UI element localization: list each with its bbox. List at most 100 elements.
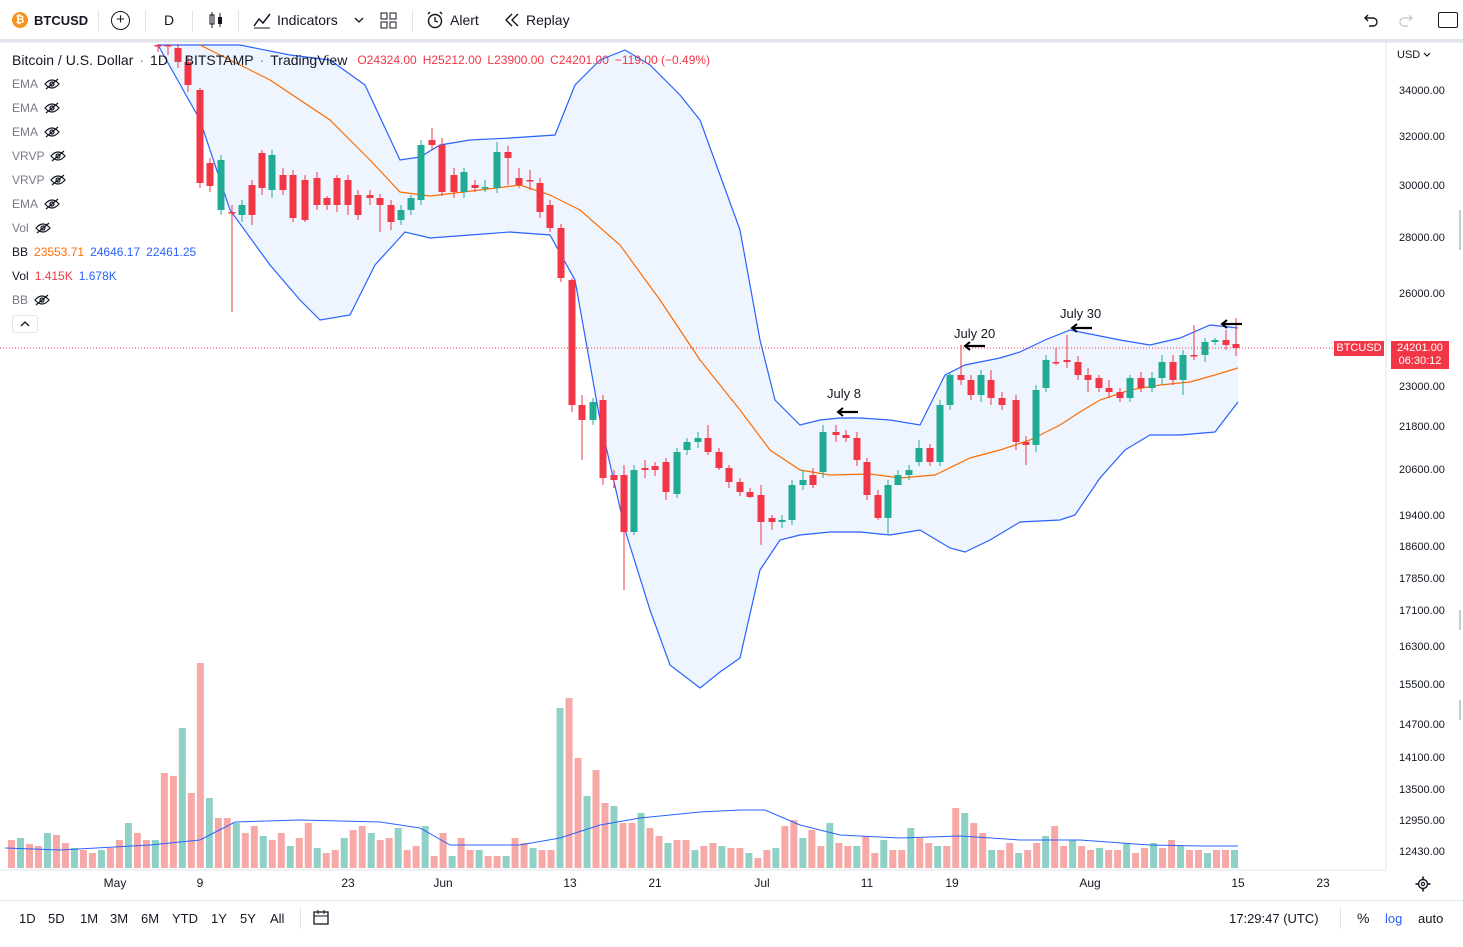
annotation-july-30[interactable]: July 30 [1060, 306, 1102, 321]
legend-high: H25212.00 [422, 53, 482, 67]
legend-bb-hidden[interactable]: BB [12, 293, 50, 307]
price-chart[interactable]: 34000.00 32000.00 30000.00 28000.00 26000.00… [0, 42, 1463, 900]
undo-button[interactable] [1362, 0, 1378, 40]
range-button-1d[interactable]: 1D [19, 910, 36, 926]
candle-body [715, 452, 723, 468]
candle-body [1105, 388, 1113, 392]
volume-bar [70, 848, 78, 868]
legend-hidden-vrvp[interactable]: VRVP [12, 173, 67, 187]
volume-bar [826, 823, 834, 868]
volume-bar [313, 848, 321, 868]
eye-crossed-icon[interactable] [44, 126, 60, 138]
price-tick-label: 34000.00 [1399, 85, 1445, 97]
candle-body [620, 475, 628, 532]
candle-body [258, 153, 266, 188]
eye-crossed-icon[interactable] [50, 174, 67, 186]
candle-body [967, 380, 975, 395]
candle-body [683, 442, 691, 450]
chart-type-button[interactable] [207, 0, 225, 40]
volume-bar [79, 850, 87, 868]
interval-label: D [164, 12, 175, 28]
volume-bar [421, 826, 429, 868]
volume-bar [601, 803, 609, 868]
range-button-6m[interactable]: 6M [141, 910, 160, 926]
range-button-1y[interactable]: 1Y [211, 910, 227, 926]
range-button-5y[interactable]: 5Y [240, 910, 256, 926]
volume-bar [1195, 850, 1203, 868]
utc-clock[interactable]: 17:29:47 (UTC) [1229, 910, 1319, 926]
eye-crossed-icon[interactable] [44, 102, 60, 114]
candle-body [1012, 400, 1020, 442]
legend-hidden-label: VRVP [12, 173, 45, 187]
eye-crossed-icon[interactable] [34, 294, 50, 306]
log-toggle[interactable]: log [1385, 910, 1403, 926]
symbol-search-button[interactable]: ₿ BTCUSD [12, 0, 88, 40]
range-button-1m[interactable]: 1M [80, 910, 99, 926]
legend-hidden-vol[interactable]: Vol [12, 221, 51, 235]
candle-body [651, 466, 659, 470]
collapse-legend-button[interactable] [12, 315, 38, 333]
volume-bar [1096, 848, 1104, 868]
volume-bar [286, 846, 294, 868]
volume-bar [1042, 836, 1050, 868]
range-button-all[interactable]: All [270, 910, 285, 926]
indicators-button[interactable]: Indicators [253, 0, 338, 40]
fullscreen-button[interactable] [1438, 0, 1458, 40]
candle-body [987, 380, 995, 398]
legend-vol[interactable]: Vol 1.415K 1.678K [12, 269, 117, 283]
volume-bar [637, 813, 645, 868]
legend-bb[interactable]: BB 23553.71 24646.17 22461.25 [12, 245, 196, 259]
range-button-ytd[interactable]: YTD [172, 910, 198, 926]
bb-basis-line [199, 44, 1239, 479]
chevron-down-icon [354, 17, 364, 23]
time-axis[interactable]: May 9 23 Jun 13 21 Jul 11 19 Aug 15 23 [104, 876, 1330, 890]
range-button-3m[interactable]: 3M [110, 910, 129, 926]
volume-bar [1105, 850, 1113, 868]
volume-bar [106, 848, 114, 868]
candle-body [323, 198, 331, 205]
candle-body [736, 482, 744, 492]
eye-crossed-icon[interactable] [44, 198, 60, 210]
bollinger-band-area [158, 45, 1238, 688]
layouts-button[interactable] [380, 0, 397, 40]
volume-bar [268, 840, 276, 868]
legend-hidden-ema[interactable]: EMA [12, 101, 60, 115]
annotation-july-8[interactable]: July 8 [827, 386, 861, 401]
candle-body [526, 180, 534, 182]
percent-toggle[interactable]: % [1357, 910, 1370, 926]
currency-selector[interactable]: USD [1397, 49, 1431, 61]
legend-hidden-ema[interactable]: EMA [12, 197, 60, 211]
legend-hidden-ema[interactable]: EMA [12, 125, 60, 139]
volume-bar [115, 840, 123, 868]
volume-bar [403, 850, 411, 868]
replay-button[interactable]: Replay [504, 0, 570, 40]
candle-body [1179, 355, 1187, 380]
price-axis[interactable]: 34000.00 32000.00 30000.00 28000.00 26000.00… [1399, 85, 1445, 858]
legend-hidden-ema[interactable]: EMA [12, 77, 60, 91]
eye-crossed-icon[interactable] [50, 150, 67, 162]
price-tick-label: 12430.00 [1399, 846, 1445, 858]
volume-bar [1051, 826, 1059, 868]
candle-body [1116, 392, 1124, 398]
eye-crossed-icon[interactable] [34, 222, 51, 234]
annotation-july-20[interactable]: July 20 [954, 326, 996, 341]
volume-bar [493, 856, 501, 868]
top-toolbar: ₿ BTCUSD + D Indicators Alert Replay [0, 0, 1463, 42]
redo-button[interactable] [1399, 0, 1415, 40]
eye-crossed-icon[interactable] [44, 78, 60, 90]
range-button-5d[interactable]: 5D [48, 910, 65, 926]
volume-bar [475, 850, 483, 868]
legend-hidden-vrvp[interactable]: VRVP [12, 149, 67, 163]
volume-bar [304, 823, 312, 868]
alert-button[interactable]: Alert [426, 0, 479, 40]
chart-settings-button[interactable] [1413, 874, 1433, 894]
candle-body [1190, 355, 1198, 357]
auto-toggle[interactable]: auto [1418, 910, 1444, 926]
interval-button[interactable]: D [164, 0, 174, 40]
date-range-button[interactable] [312, 901, 330, 935]
volume-bar [1186, 850, 1194, 868]
volume-bar [592, 770, 600, 868]
indicators-dropdown[interactable] [354, 0, 364, 40]
candle-body [366, 195, 374, 198]
compare-button[interactable]: + [111, 0, 130, 40]
